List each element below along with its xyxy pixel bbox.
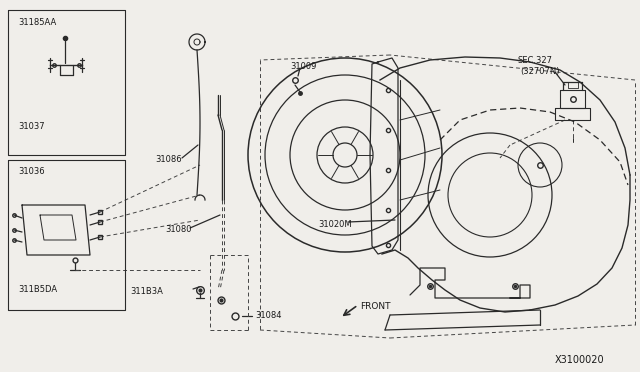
Text: SEC.327: SEC.327 xyxy=(518,56,553,65)
Text: 311B3A: 311B3A xyxy=(130,287,163,296)
Text: 31036: 31036 xyxy=(18,167,45,176)
Text: FRONT: FRONT xyxy=(360,302,390,311)
Text: 31080: 31080 xyxy=(165,225,191,234)
Text: 31037: 31037 xyxy=(18,122,45,131)
Text: 311B5DA: 311B5DA xyxy=(18,285,57,294)
Text: 31084: 31084 xyxy=(255,311,282,321)
Text: 31185AA: 31185AA xyxy=(18,18,56,27)
Text: X3100020: X3100020 xyxy=(555,355,605,365)
Text: 31086: 31086 xyxy=(155,155,182,164)
Text: (32707N): (32707N) xyxy=(520,67,559,76)
Text: 31020M: 31020M xyxy=(318,220,351,229)
Text: 31009: 31009 xyxy=(290,62,316,71)
